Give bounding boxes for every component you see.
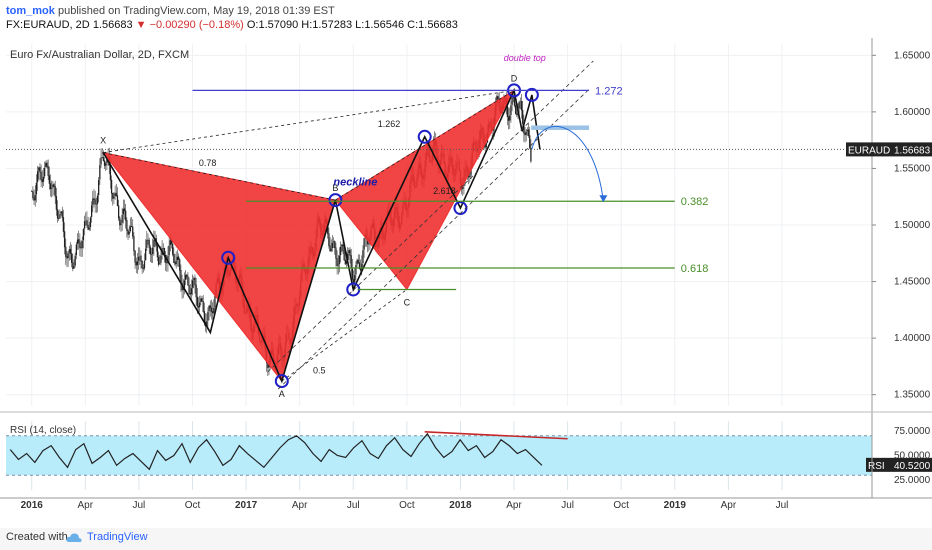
x-tick-label: Oct bbox=[613, 500, 629, 511]
tradingview-cloud-icon bbox=[66, 533, 82, 543]
x-tick-label: Jul bbox=[561, 500, 574, 511]
y-tick-label: 1.40000 bbox=[894, 333, 931, 344]
harmonic-pattern: X A B C D 0.78 1.262 2.618 0.5 bbox=[100, 60, 594, 399]
close-label: C: bbox=[407, 19, 419, 31]
double-top-label: double top bbox=[504, 53, 546, 63]
down-arrow-icon: ▼ bbox=[135, 19, 147, 31]
close-value: 1.56683 bbox=[418, 19, 458, 31]
high-label: H: bbox=[301, 19, 313, 31]
pivot-circle bbox=[417, 129, 432, 144]
projection-arrowhead bbox=[599, 195, 608, 203]
change-value: −0.00290 (−0.18%) bbox=[149, 19, 244, 31]
rsi-line bbox=[9, 432, 543, 471]
x-tick-label: Apr bbox=[721, 500, 737, 511]
last-price: 1.56683 bbox=[92, 19, 133, 31]
y-tick-label: 1.50000 bbox=[894, 220, 931, 231]
rsi-title: RSI (14, close) bbox=[10, 425, 76, 436]
x-tick-label: Oct bbox=[399, 500, 415, 511]
x-tick-label: Apr bbox=[292, 500, 308, 511]
y-tick-label: 1.60000 bbox=[894, 107, 931, 118]
footer: Created with TradingView bbox=[0, 528, 932, 550]
pattern-point-label: B bbox=[332, 183, 338, 193]
level-label-1272: 1.272 bbox=[595, 85, 623, 97]
rsi-last-label: RSI bbox=[868, 461, 885, 472]
published-text: published on TradingView.com, May 19, 20… bbox=[57, 5, 335, 17]
symbol-ohlc-bar: FX:EURAUD, 2D 1.56683 ▼ −0.00290 (−0.18%… bbox=[6, 19, 458, 31]
rsi-tick-label: 75.0000 bbox=[894, 426, 931, 437]
open-value: 1.57090 bbox=[258, 19, 299, 31]
y-tick-label: 1.65000 bbox=[894, 50, 931, 61]
pattern-point-label: A bbox=[279, 389, 285, 399]
axes: 2016 Apr Jul Oct 2017 Apr Jul Oct 2018 Apr Jul Oct 2… bbox=[0, 38, 932, 511]
grid bbox=[6, 44, 872, 490]
pivot-circle bbox=[328, 193, 343, 208]
pattern-triangle-xab bbox=[101, 151, 337, 383]
y-tick-label: 1.35000 bbox=[894, 390, 931, 401]
pattern-triangle-bcd bbox=[334, 88, 516, 291]
created-with-label: Created with bbox=[6, 531, 68, 543]
x-tick-label: 2016 bbox=[21, 500, 44, 511]
level-label-0618: 0.618 bbox=[681, 263, 709, 275]
projection-arrow bbox=[531, 125, 604, 202]
ratio-label: 0.5 bbox=[313, 366, 326, 376]
channel-line-lower bbox=[277, 88, 590, 390]
x-tick-label: Jul bbox=[347, 500, 360, 511]
pivot-circle bbox=[221, 250, 236, 265]
resistance-zone bbox=[531, 125, 590, 130]
rsi-last-value: 40.5200 bbox=[894, 461, 931, 472]
rsi-divergence-line bbox=[424, 431, 568, 440]
low-label: L: bbox=[355, 19, 365, 31]
author-link[interactable]: tom_mok bbox=[6, 5, 55, 17]
pivot-circle bbox=[274, 374, 289, 389]
chart-title: Euro Fx/Australian Dollar, 2D, FXCM bbox=[10, 49, 189, 61]
neckline-label: neckline bbox=[333, 176, 377, 188]
ratio-label: 1.262 bbox=[378, 119, 401, 129]
ratio-label: 0.78 bbox=[199, 158, 217, 168]
low-value: 1.56546 bbox=[364, 19, 405, 31]
y-tick-label: 1.45000 bbox=[894, 277, 931, 288]
x-tick-label: Jul bbox=[776, 500, 789, 511]
x-tick-label: 2018 bbox=[449, 500, 472, 511]
pattern-point-label: C bbox=[404, 297, 411, 307]
x-tick-label: Oct bbox=[185, 500, 201, 511]
open-label: O: bbox=[246, 19, 259, 31]
pivot-circle bbox=[524, 87, 539, 102]
symbol-label: FX:EURAUD, 2D bbox=[6, 19, 90, 31]
high-value: 1.57283 bbox=[312, 19, 353, 31]
zigzag-line bbox=[102, 87, 541, 384]
chart-canvas[interactable]: X A B C D 0.78 1.262 2.618 0.5 1.272 0.382 0.618 n… bbox=[0, 38, 932, 528]
channel-line-upper bbox=[267, 60, 594, 373]
x-tick-label: Apr bbox=[78, 500, 94, 511]
y-tick-label: 1.55000 bbox=[894, 163, 931, 174]
last-price-value: 1.56683 bbox=[894, 145, 931, 156]
level-label-0382: 0.382 bbox=[681, 196, 709, 208]
x-tick-label: Jul bbox=[133, 500, 146, 511]
rsi-tick-label: 25.0000 bbox=[894, 475, 931, 486]
pattern-point-label: X bbox=[100, 136, 106, 146]
annotations: neckline double top bbox=[333, 53, 608, 203]
pattern-ratio-line bbox=[281, 289, 408, 382]
ratio-label: 2.618 bbox=[433, 186, 456, 196]
pattern-ratio-line bbox=[335, 90, 515, 201]
fib-levels: 1.272 0.382 0.618 bbox=[192, 85, 709, 291]
x-tick-label: Apr bbox=[506, 500, 522, 511]
rsi-tick-label: 50.0000 bbox=[894, 451, 931, 462]
rsi-last-badge bbox=[866, 457, 932, 472]
x-tick-label: 2019 bbox=[664, 500, 687, 511]
last-price-badge bbox=[846, 142, 932, 157]
rsi-background bbox=[6, 435, 872, 476]
tradingview-link[interactable]: TradingView bbox=[87, 531, 148, 543]
x-tick-label: 2017 bbox=[235, 500, 258, 511]
rsi-pane: RSI 40.5200 bbox=[6, 431, 932, 476]
last-price-symbol: EURAUD bbox=[848, 145, 890, 156]
publish-info: tom_mok published on TradingView.com, Ma… bbox=[6, 5, 335, 17]
pattern-point-label: D bbox=[511, 73, 518, 83]
